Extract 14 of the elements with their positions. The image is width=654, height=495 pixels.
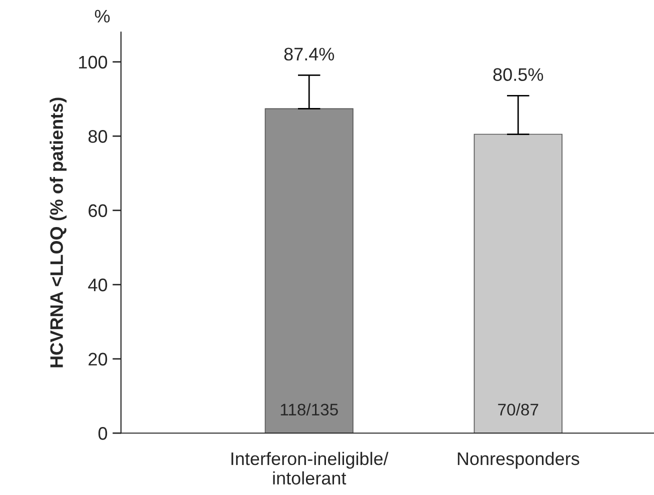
y-tick-label: 100 (79, 56, 108, 69)
x-tick-label: Nonresponders (458, 452, 580, 469)
y-tick-label: 80 (88, 130, 108, 143)
y-tick-label: 60 (88, 204, 108, 218)
annotation: 118/135 (280, 403, 338, 416)
y-tick-label: 0 (98, 427, 108, 440)
annotation: 70/87 (498, 403, 538, 416)
y-axis-title: HCVRNA <LLOQ (% of patients) (50, 98, 67, 368)
y-tick-label: 20 (88, 352, 108, 366)
data-label: 80.5% (493, 68, 544, 81)
y-tick-label: 40 (88, 278, 108, 292)
data-label: 87.4% (284, 48, 334, 61)
text: % (94, 10, 110, 23)
x-tick-label: Interferon-ineligible/ intolerant (231, 452, 388, 485)
